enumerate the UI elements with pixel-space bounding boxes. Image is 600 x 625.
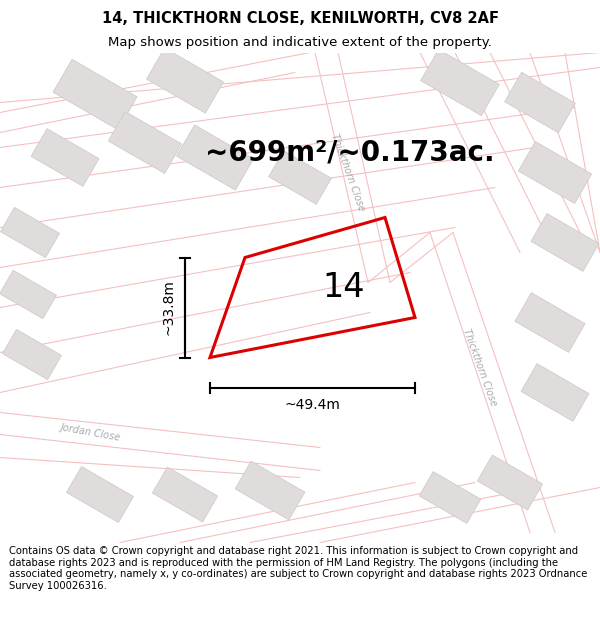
Polygon shape [505, 72, 575, 132]
Polygon shape [31, 129, 99, 186]
Polygon shape [419, 472, 481, 523]
Polygon shape [67, 466, 133, 522]
Polygon shape [146, 48, 223, 113]
Text: Jordan Close: Jordan Close [59, 422, 121, 442]
Polygon shape [478, 455, 542, 510]
Polygon shape [53, 59, 137, 130]
Polygon shape [518, 141, 592, 204]
Polygon shape [152, 467, 218, 522]
Polygon shape [515, 292, 585, 352]
Text: 14, THICKTHORN CLOSE, KENILWORTH, CV8 2AF: 14, THICKTHORN CLOSE, KENILWORTH, CV8 2A… [101, 11, 499, 26]
Polygon shape [421, 49, 499, 116]
Text: ~33.8m: ~33.8m [162, 279, 176, 336]
Polygon shape [521, 364, 589, 421]
Text: 14: 14 [323, 271, 365, 304]
Text: ~699m²/~0.173ac.: ~699m²/~0.173ac. [205, 139, 494, 166]
Polygon shape [269, 151, 331, 204]
Text: Contains OS data © Crown copyright and database right 2021. This information is : Contains OS data © Crown copyright and d… [9, 546, 587, 591]
Text: ~49.4m: ~49.4m [284, 399, 340, 412]
Polygon shape [109, 111, 182, 174]
Polygon shape [1, 208, 59, 258]
Polygon shape [235, 461, 305, 520]
Polygon shape [176, 125, 253, 190]
Polygon shape [0, 270, 56, 319]
Polygon shape [2, 329, 62, 379]
Text: Thickthorn Close: Thickthorn Close [461, 328, 499, 408]
Text: Thickthorn Close: Thickthorn Close [329, 132, 367, 212]
Text: Map shows position and indicative extent of the property.: Map shows position and indicative extent… [108, 36, 492, 49]
Polygon shape [531, 214, 599, 271]
